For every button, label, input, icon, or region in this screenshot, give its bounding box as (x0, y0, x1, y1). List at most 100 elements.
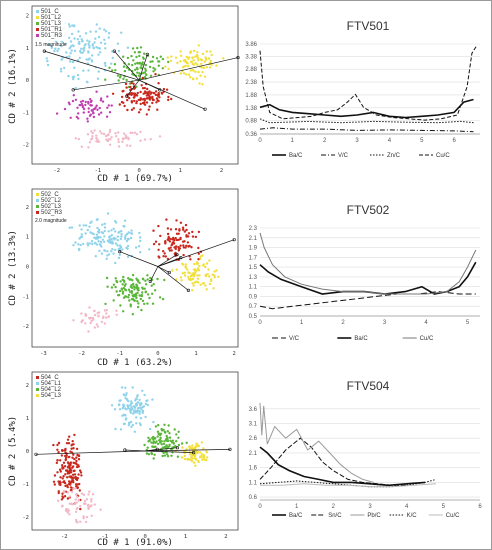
scatter-point (113, 62, 117, 66)
y-tick-label: 0.6 (249, 495, 258, 501)
scatter-point (74, 483, 78, 486)
scatter-point (68, 25, 72, 28)
scatter-point (151, 55, 155, 59)
scatter-point (181, 240, 185, 243)
scatter-point (191, 56, 194, 59)
scatter-point (68, 513, 71, 516)
scatter-point (111, 92, 115, 96)
loading-vector (145, 449, 230, 452)
scatter-point (117, 79, 120, 82)
scatter-point (200, 441, 203, 444)
scatter-point (114, 248, 117, 252)
scatter-point (159, 436, 162, 440)
scatter-point (69, 486, 73, 489)
scatter-point (126, 404, 130, 407)
scatter-point (106, 134, 109, 137)
scatter-point (78, 482, 81, 486)
scatter-point (201, 70, 204, 74)
scatter-point (84, 520, 88, 524)
scatter-502-vectors (118, 238, 236, 292)
scatter-point (121, 248, 124, 251)
scatter-point (122, 132, 126, 135)
scatter-point (57, 441, 61, 445)
scatter-point (140, 308, 143, 312)
scatter-point (61, 467, 64, 470)
scatter-point (197, 459, 200, 463)
scatter-point (72, 465, 75, 468)
scatter-point (191, 282, 194, 285)
scatter-point (73, 457, 76, 461)
scatter-point (98, 249, 101, 253)
scatter-point (157, 94, 160, 98)
scatter-point (157, 424, 160, 427)
y-tick-label: 2.3 (249, 226, 258, 232)
scatter-point (82, 515, 85, 518)
scatter-point (167, 424, 170, 427)
scatter-point (124, 135, 128, 138)
legend-swatch (36, 376, 39, 379)
scatter-point (135, 277, 138, 280)
scatter-point (101, 223, 104, 226)
scatter-point (159, 55, 162, 58)
scatter-point (197, 230, 201, 234)
scatter-point (118, 247, 122, 250)
vector-tip-marker (125, 94, 129, 98)
scatter-point (173, 428, 176, 431)
scatter-point (150, 284, 153, 287)
scatter-point (64, 509, 68, 512)
scatter-point (100, 111, 103, 114)
series-line-cu-c (259, 232, 477, 295)
scatter-point (167, 60, 170, 64)
scatter-point (182, 66, 185, 69)
scatter-point (76, 38, 80, 41)
scatter-point (137, 289, 140, 292)
scatter-point (129, 131, 132, 134)
scatter-point (68, 36, 71, 39)
scatter-point (158, 243, 161, 246)
scatter-point (71, 476, 75, 479)
y-tick-label: -2 (22, 515, 29, 521)
scatter-point (78, 224, 81, 227)
scatter-point (127, 288, 131, 291)
scatter-point (128, 299, 131, 302)
scatter-point (196, 267, 200, 270)
legend-swatch (36, 16, 39, 19)
scatter-point (77, 243, 80, 246)
scatter-point (197, 258, 200, 261)
scatter-point (179, 244, 182, 247)
scatter-point (213, 276, 216, 279)
scatter-point (71, 60, 74, 64)
x-tick-label: 1 (300, 320, 304, 326)
scatter-point (91, 131, 94, 135)
scatter-point (163, 440, 166, 443)
scatter-point (64, 456, 68, 459)
scatter-point (194, 464, 197, 467)
scatter-point (108, 130, 112, 134)
y-tick-label: 0 (26, 265, 29, 271)
scatter-point (78, 56, 82, 60)
scatter-point (105, 312, 108, 315)
scatter-point (71, 24, 74, 27)
scatter-point (181, 446, 184, 449)
scatter-point (148, 438, 152, 441)
scatter-point (205, 50, 208, 53)
scatter-point (72, 443, 75, 446)
x-tick-label: 0 (258, 504, 262, 510)
ftv504-legend: Ba/C Sn/C Pb/C K/C Cu/C (272, 513, 460, 519)
x-tick-label: 3 (368, 504, 372, 510)
scatter-point (204, 284, 207, 287)
scatter-point (191, 454, 194, 457)
scatter-point (172, 441, 175, 445)
scatter-point (53, 474, 57, 477)
scatter-point (76, 495, 79, 499)
vector-tip-marker (228, 447, 232, 451)
scatter-point (84, 103, 87, 107)
scatter-point (103, 38, 106, 41)
scatter-point (136, 61, 139, 65)
scatter-point (142, 92, 145, 95)
scatter-point (139, 98, 142, 102)
scatter-point (104, 78, 107, 81)
scatter-point (177, 238, 180, 241)
scatter-point (63, 107, 67, 111)
